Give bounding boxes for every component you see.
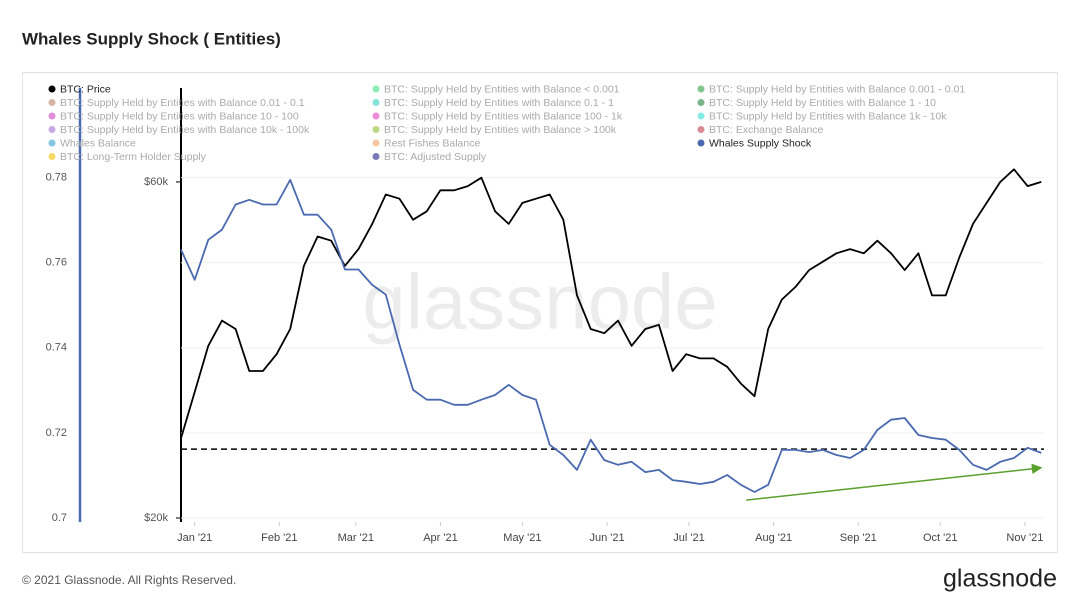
legend-label: BTC: Exchange Balance: [709, 124, 824, 136]
legend-marker: [48, 85, 56, 93]
legend-marker: [48, 112, 56, 120]
legend-marker: [48, 153, 56, 160]
legend-label: BTC: Supply Held by Entities with Balanc…: [60, 110, 299, 122]
y-tick-label: 0.72: [46, 427, 67, 439]
y2-tick-label: $60k: [144, 176, 168, 188]
legend-label: BTC: Supply Held by Entities with Balanc…: [60, 97, 305, 109]
legend-label: BTC: Supply Held by Entities with Balanc…: [709, 97, 936, 109]
page-title: Whales Supply Shock ( Entities): [22, 29, 281, 48]
legend-label: BTC: Supply Held by Entities with Balanc…: [384, 97, 614, 109]
x-tick-label: Nov '21: [1006, 532, 1043, 544]
x-tick-label: Mar '21: [338, 532, 374, 544]
x-tick-label: May '21: [503, 532, 541, 544]
x-tick-label: Jun '21: [589, 532, 624, 544]
legend-marker: [697, 126, 705, 133]
x-tick-label: Aug '21: [755, 532, 792, 544]
legend-label: Whales Balance: [60, 137, 136, 149]
x-tick-label: Jul '21: [673, 532, 704, 544]
x-tick-label: Feb '21: [261, 532, 297, 544]
x-tick-label: Apr '21: [423, 532, 458, 544]
legend-marker: [372, 139, 380, 147]
legend-marker: [48, 99, 56, 106]
y-tick-label: 0.76: [46, 257, 67, 269]
legend-label: Whales Supply Shock: [709, 137, 812, 149]
legend-marker: [372, 112, 380, 120]
chart-frame: [22, 72, 1058, 553]
legend-marker: [697, 99, 705, 106]
legend-marker: [697, 112, 705, 120]
legend-marker: [372, 99, 380, 106]
legend-label: BTC: Supply Held by Entities with Balanc…: [384, 83, 620, 95]
watermark: glassnode: [362, 258, 718, 346]
x-tick-label: Oct '21: [923, 532, 958, 544]
series-line: [180, 178, 1042, 493]
legend-marker: [372, 85, 380, 93]
y-tick-label: 0.78: [46, 172, 67, 184]
footer: © 2021 Glassnode. All Rights Reserved.: [22, 573, 236, 587]
legend-label: BTC: Supply Held by Entities with Balanc…: [709, 83, 965, 95]
legend-marker: [697, 139, 705, 147]
logo: glassnode: [943, 565, 1057, 593]
y-tick-label: 0.7: [52, 512, 67, 524]
legend-marker: [372, 126, 380, 133]
legend-label: BTC: Price: [60, 83, 111, 95]
legend-label: BTC: Adjusted Supply: [384, 151, 487, 163]
x-tick-label: Jan '21: [177, 532, 212, 544]
legend-label: BTC: Supply Held by Entities with Balanc…: [60, 124, 310, 136]
series-line: [180, 168, 1042, 439]
legend-label: BTC: Supply Held by Entities with Balanc…: [709, 110, 947, 122]
legend-marker: [48, 126, 56, 133]
legend-label: Rest Fishes Balance: [384, 137, 480, 149]
legend-label: BTC: Long-Term Holder Supply: [60, 151, 207, 163]
trend-arrow: [746, 463, 1043, 501]
y2-tick-label: $20k: [144, 512, 168, 524]
legend-marker: [697, 85, 705, 93]
legend-label: BTC: Supply Held by Entities with Balanc…: [384, 124, 617, 136]
legend-label: BTC: Supply Held by Entities with Balanc…: [384, 110, 623, 122]
legend-marker: [372, 153, 380, 160]
legend-marker: [48, 139, 56, 147]
x-tick-label: Sep '21: [840, 532, 877, 544]
y-tick-label: 0.74: [46, 342, 67, 354]
